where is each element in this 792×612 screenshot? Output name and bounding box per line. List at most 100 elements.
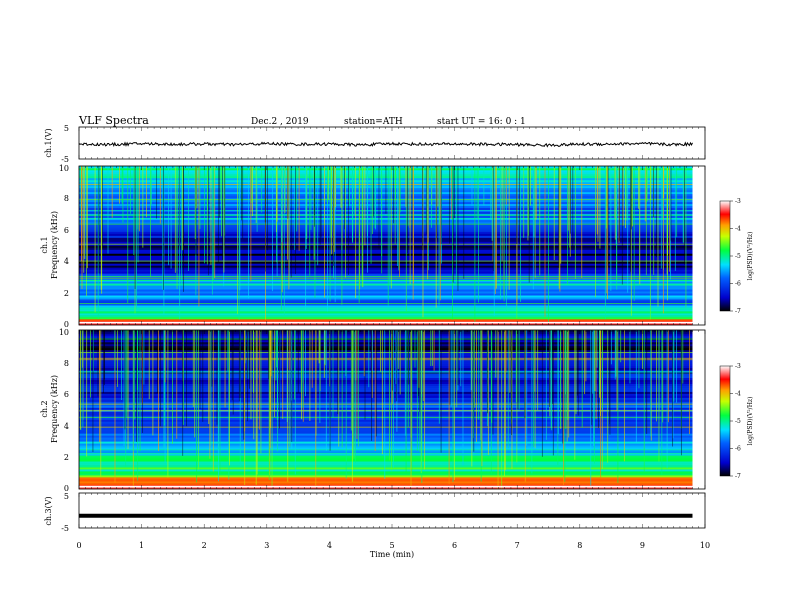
colorbar-tick-label: -6 [735,446,741,453]
sferic-streak [137,330,139,481]
sferic-streak [92,330,94,372]
sferic-streak [162,166,164,290]
spectrogram-band [79,431,693,434]
sferic-streak [269,330,271,476]
sferic-streak [527,166,529,241]
sferic-streak [170,166,172,269]
sferic-streak [667,330,669,423]
sferic-streak [398,166,400,271]
colorbar-tick-label: -7 [735,473,741,480]
colorbar-tick-label: -6 [735,281,741,288]
ch1-spec-ytick-8: 8 [64,194,69,203]
sferic-streak [353,330,355,459]
spectrogram-band [79,437,693,440]
sferic-streak [635,330,637,444]
sferic-streak [80,166,82,216]
sferic-streak [625,166,627,206]
dark-streak [222,166,223,260]
spectrogram-band [79,381,693,384]
sferic-streak [114,330,116,372]
sferic-streak [630,166,632,316]
sferic-streak [256,166,258,232]
sferic-streak [122,166,124,223]
sferic-streak [146,166,147,218]
sferic-streak [391,330,393,471]
dark-streak [268,330,269,380]
ch1-voltage-ylabel: ch.1(V) [44,128,53,157]
dark-streak [373,166,374,217]
sferic-streak [535,166,537,220]
sferic-streak [237,166,238,315]
sferic-streak [300,330,302,393]
spectrogram-band [79,341,693,345]
sferic-streak [94,166,96,313]
narrowband-line [79,403,693,405]
spectrogram-band [79,469,693,472]
spectrogram-band [79,219,693,222]
ch1-voltage-panel: 5 -5 ch.1(V) [44,124,706,164]
sferic-streak [623,330,625,462]
spectrogram-band [79,391,693,394]
sferic-streak [211,166,213,295]
sferic-streak [594,330,596,392]
sferic-streak [503,166,505,302]
sferic-streak [508,166,510,290]
dark-streak [436,166,438,239]
spectrogram-band [79,343,693,347]
sferic-streak [318,330,320,364]
colorbar-tick-label: -5 [735,253,741,260]
spectrogram-band [79,291,693,294]
spectrogram-band [79,357,693,361]
sferic-streak [276,166,278,222]
sferic-streak [501,330,503,489]
dark-streak [186,330,187,427]
dark-streak [219,166,220,218]
sferic-streak [470,330,472,391]
sferic-streak [595,166,596,298]
sferic-streak [616,330,618,412]
sferic-streak [515,330,517,403]
sferic-streak [404,330,406,436]
sferic-streak [511,330,513,469]
sferic-streak [302,330,304,408]
sferic-streak [358,166,360,303]
sferic-streak [107,166,109,254]
sferic-streak [456,330,458,408]
colorbar-tick-label: -4 [735,391,741,398]
sferic-streak [163,330,165,449]
sferic-streak [164,330,166,463]
sferic-streak [496,166,497,289]
sferic-streak [276,330,277,368]
spectrogram-band [79,225,693,228]
spectrogram-band [79,247,693,250]
sferic-streak [387,166,389,306]
narrowband-line [79,217,693,219]
sferic-streak [143,330,145,385]
dark-streak [242,166,244,239]
sferic-streak [590,330,592,486]
sferic-streak [475,330,477,442]
spectrogram-band [79,463,693,466]
dark-streak [216,330,218,425]
sferic-streak [123,330,125,446]
narrowband-line [79,453,693,455]
ch1-colorbar-gradient [719,200,731,312]
figure-title: VLF Spectra [78,114,149,127]
spectrogram-band [79,229,693,232]
spectrogram-band [79,273,693,276]
ch3-voltage-minor-ticks [78,493,706,528]
ch1-voltage-frame [78,126,706,160]
sferic-streak [500,166,501,300]
sferic-streak [567,330,569,420]
spectrogram-band [79,269,693,272]
sferic-streak [676,166,678,238]
sferic-streak [433,330,435,371]
sferic-streak [599,166,601,249]
spectrogram-band [79,213,693,216]
dark-streak [577,330,579,416]
dark-streak [457,330,459,386]
ch3-voltage-ytick-top: 5 [64,492,69,501]
sferic-streak [616,166,618,290]
sferic-streak [597,166,599,242]
spectrogram-band [79,441,693,444]
